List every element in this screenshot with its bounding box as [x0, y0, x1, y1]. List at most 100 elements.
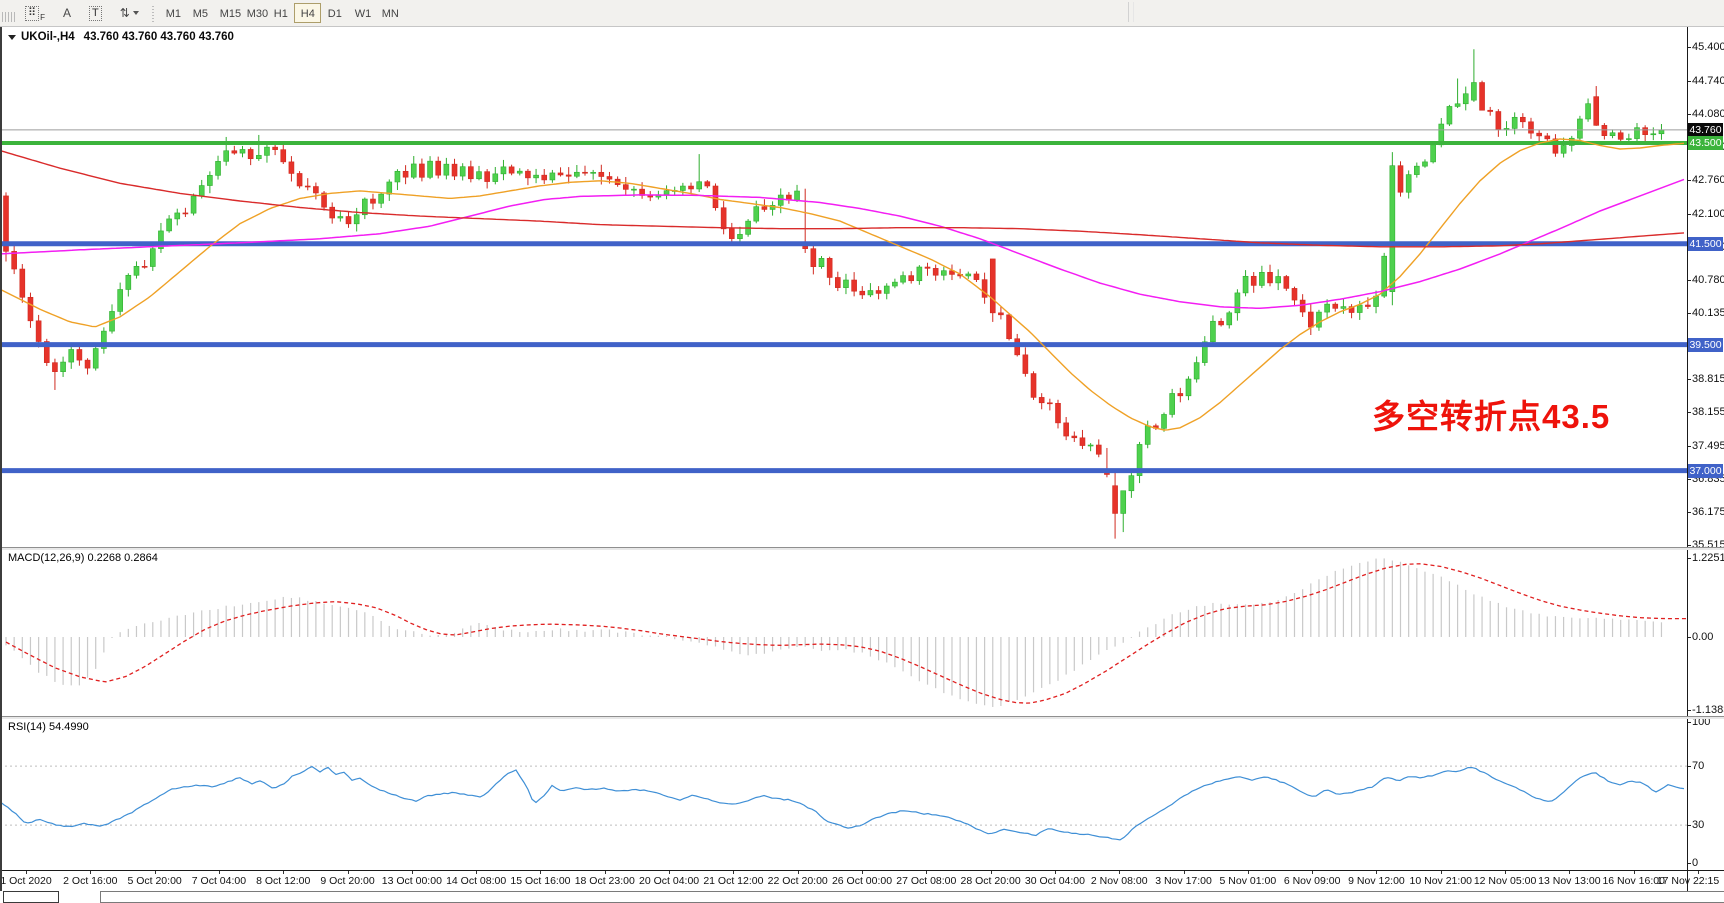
time-tick [862, 870, 863, 874]
macd-indicator-plot[interactable] [0, 549, 1724, 716]
toolbar-separator [150, 4, 156, 22]
time-tick [476, 870, 478, 874]
scrollbar-left-thumb[interactable] [3, 891, 59, 903]
time-axis-label: 13 Nov 13:00 [1538, 875, 1601, 887]
time-tick [283, 870, 285, 874]
time-tick [990, 870, 992, 874]
timeframe-button-D1[interactable]: D1 [321, 3, 348, 23]
time-axis-label: 9 Oct 20:00 [320, 875, 375, 887]
time-tick [1698, 870, 1699, 874]
price-tick-label: 36.175 [1692, 506, 1724, 519]
font-label-icon[interactable]: A [56, 3, 78, 23]
timeframe-button-M1[interactable]: M1 [159, 3, 186, 23]
price-tick-label: 40.135 [1692, 306, 1724, 319]
price-tick [1687, 445, 1691, 447]
rsi-tick-label: 0 [1692, 857, 1699, 869]
price-tick-label: 45.400 [1692, 41, 1724, 54]
slow-ma-red [0, 149, 1685, 248]
macd-tick [1687, 637, 1691, 638]
time-axis-label: 10 Nov 21:00 [1409, 875, 1472, 887]
rsi-label: RSI(14) 54.4990 [8, 721, 89, 733]
symbol-dropdown-icon[interactable] [8, 35, 16, 40]
chart-symbol-period: UKOil-,H4 [21, 31, 75, 43]
time-tick [926, 870, 928, 874]
toolbar-section-divider2 [1133, 2, 1134, 22]
rsi-splitter[interactable] [0, 716, 1724, 719]
time-tick [1119, 870, 1121, 874]
time-axis-label: 13 Oct 00:00 [381, 875, 442, 887]
time-axis-label: 7 Oct 04:00 [191, 875, 247, 887]
timeframe-button-H4[interactable]: H4 [293, 3, 321, 23]
price-tick [1687, 113, 1691, 115]
turning-point-annotation[interactable]: 多空转折点43.5 [1372, 398, 1611, 435]
time-axis-label: 28 Oct 20:00 [960, 875, 1021, 887]
timeframe-button-MN[interactable]: MN [375, 3, 402, 23]
rsi-tick [1687, 825, 1691, 827]
price-tick [1687, 280, 1691, 282]
price-chart-plot[interactable] [0, 26, 1724, 547]
time-tick [733, 870, 735, 874]
time-axis-label: 27 Oct 08:00 [896, 875, 957, 887]
text-object-icon[interactable]: T [82, 3, 109, 23]
time-axis-label: 30 Oct 04:00 [1024, 875, 1085, 887]
time-axis-label: 12 Nov 05:00 [1473, 875, 1537, 887]
macd-tick-label: 1.2251 [1692, 552, 1724, 565]
price-tick [1687, 80, 1691, 82]
price-tick-label: 40.780 [1692, 274, 1724, 287]
toolbar-grip-handle[interactable] [2, 4, 16, 22]
price-tick-label: 42.760 [1692, 174, 1724, 187]
timeframe-button-M30[interactable]: M30 [240, 3, 268, 23]
time-tick [218, 870, 220, 874]
ma-layer [0, 138, 1685, 431]
time-tick [411, 870, 413, 874]
mid-ma-magenta [0, 178, 1685, 310]
price-tick [1687, 47, 1691, 49]
window-left-border [0, 26, 2, 897]
fast-ma-orange [0, 138, 1685, 431]
time-axis-label: 5 Oct 20:00 [127, 875, 182, 887]
time-axis-label: 16 Nov 16:00 [1602, 875, 1665, 887]
rsi-tick [1687, 721, 1691, 723]
timeframe-button-H1[interactable]: H1 [267, 3, 294, 23]
price-tick-label: 38.815 [1692, 373, 1724, 386]
timeframe-button-M15[interactable]: M15 [213, 3, 241, 23]
time-axis-label: 14 Oct 08:00 [446, 875, 507, 887]
grid-snap-icon[interactable]: ⠿ F [18, 3, 52, 23]
time-tick [1440, 870, 1442, 874]
price-tick [1687, 412, 1691, 414]
timeframe-button-M5[interactable]: M5 [186, 3, 213, 23]
arrow-styles-icon[interactable]: ⇅ [113, 3, 146, 23]
price-tick [1687, 545, 1691, 547]
price-tick [1687, 379, 1691, 381]
time-tick [1505, 870, 1507, 874]
price-tick-label: 42.100 [1692, 207, 1724, 220]
price-badge-39.500: 39.500 [1688, 337, 1723, 352]
price-tick-label: 37.495 [1692, 439, 1724, 452]
time-tick [604, 870, 606, 874]
time-axis-label: 3 Nov 17:00 [1155, 875, 1212, 887]
rsi-tick [1687, 863, 1691, 864]
price-tick [1687, 478, 1691, 480]
time-tick [26, 870, 27, 874]
rsi-indicator-plot[interactable] [0, 718, 1724, 870]
time-tick [1633, 870, 1635, 874]
price-tick-label: 44.740 [1692, 74, 1724, 87]
time-tick [1312, 870, 1314, 874]
time-axis-label: 6 Nov 09:00 [1283, 875, 1341, 887]
macd-splitter[interactable] [0, 547, 1724, 550]
level-layer [0, 141, 1687, 474]
price-badge-43.500: 43.500 [1688, 136, 1723, 150]
time-tick [1054, 870, 1056, 874]
macd-histogram-layer [5, 558, 1663, 707]
price-tick [1687, 180, 1691, 182]
timeframe-button-W1[interactable]: W1 [348, 3, 375, 23]
scrollbar-track[interactable] [100, 891, 1724, 903]
time-axis-label: 17 Nov 22:15 [1656, 875, 1720, 887]
time-tick [1183, 870, 1185, 874]
time-axis-label: 8 Oct 12:00 [256, 875, 311, 887]
time-tick [1569, 870, 1571, 874]
time-tick [669, 870, 671, 874]
chart-ohlc-values: 43.760 43.760 43.760 43.760 [83, 31, 234, 43]
time-axis-label: 26 Oct 00:00 [831, 875, 893, 887]
